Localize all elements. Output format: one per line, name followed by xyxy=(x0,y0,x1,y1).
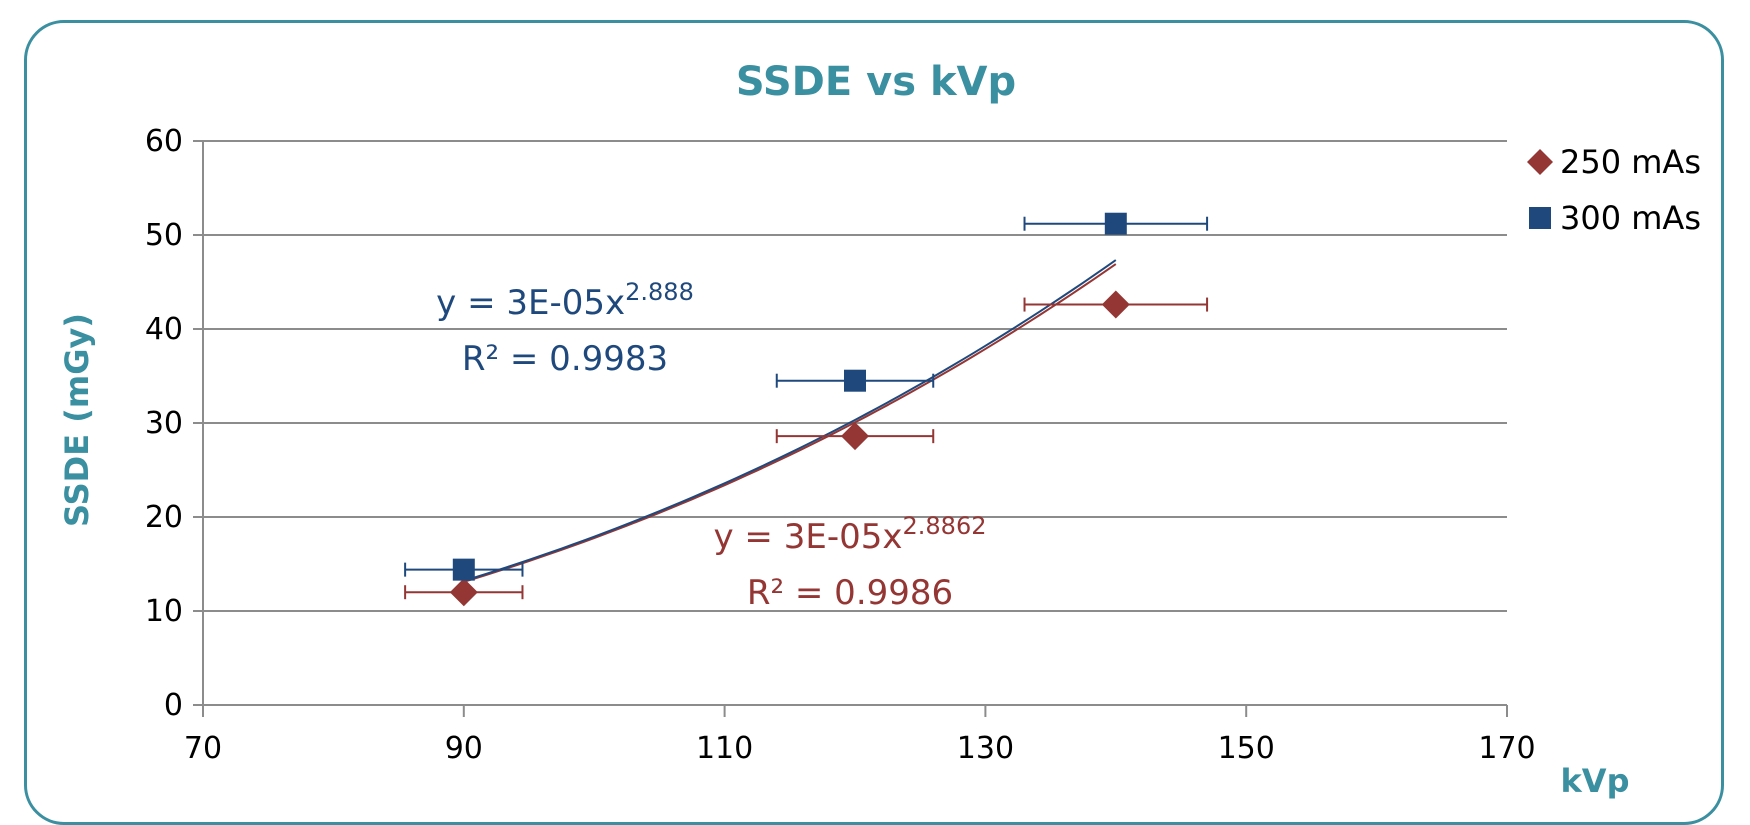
equation-base: y = 3E-05x xyxy=(436,283,625,323)
trendline-r-squared: R² = 0.9983 xyxy=(462,339,668,379)
legend-marker-square xyxy=(1529,207,1551,229)
x-tick-label: 170 xyxy=(1478,731,1535,766)
data-point-diamond xyxy=(841,422,869,451)
trendline-250-mas xyxy=(463,263,1117,583)
y-tick-label: 0 xyxy=(164,688,183,723)
y-tick-label: 60 xyxy=(145,124,183,159)
axes: 0 10 20 30 40 50 60 70 90 110 130 150 170 xyxy=(145,124,1536,766)
legend-label: 300 mAs xyxy=(1560,199,1701,237)
trendline-300-mas xyxy=(463,259,1117,582)
x-tick-label: 110 xyxy=(696,731,753,766)
data-point-square xyxy=(844,369,866,392)
legend-item: 300 mAs xyxy=(1529,199,1701,237)
x-tick-label: 70 xyxy=(184,731,222,766)
equation-exponent: 2.888 xyxy=(625,278,694,306)
y-tick-label: 40 xyxy=(145,312,183,347)
legend-marker-diamond xyxy=(1527,149,1553,175)
y-tick-label: 30 xyxy=(145,406,183,441)
data-point-square xyxy=(452,558,475,581)
data-points xyxy=(449,212,1130,607)
trendline-r-squared: R² = 0.9986 xyxy=(747,573,953,613)
legend-item: 250 mAs xyxy=(1527,143,1701,181)
y-tick-label: 20 xyxy=(145,500,183,535)
trendlines xyxy=(463,259,1117,583)
y-axis-title: SSDE (mGy) xyxy=(58,313,96,527)
y-tick-label: 50 xyxy=(145,218,183,253)
gridlines xyxy=(203,140,1507,612)
equation-base: y = 3E-05x xyxy=(714,517,903,557)
legend-label: 250 mAs xyxy=(1560,143,1701,181)
scatter-chart: SSDE vs kVp SSDE (mGy) kVp 0 10 20 30 40 50 60… xyxy=(58,59,1701,800)
data-point-diamond xyxy=(1101,290,1130,319)
y-tick-label: 10 xyxy=(145,594,183,629)
data-point-diamond xyxy=(449,578,478,607)
x-tick-label: 90 xyxy=(445,731,483,766)
x-tick-label: 130 xyxy=(957,731,1014,766)
legend: 250 mAs 300 mAs xyxy=(1527,143,1701,237)
x-axis-title: kVp xyxy=(1561,762,1630,800)
x-tick-label: 150 xyxy=(1218,731,1275,766)
data-point-square xyxy=(1104,212,1127,235)
trendline-equation: y = 3E-05x2.888 xyxy=(436,278,694,323)
trendline-equation: y = 3E-05x2.8862 xyxy=(714,512,987,557)
chart-title: SSDE vs kVp xyxy=(736,59,1016,105)
equation-exponent: 2.8862 xyxy=(903,512,987,540)
